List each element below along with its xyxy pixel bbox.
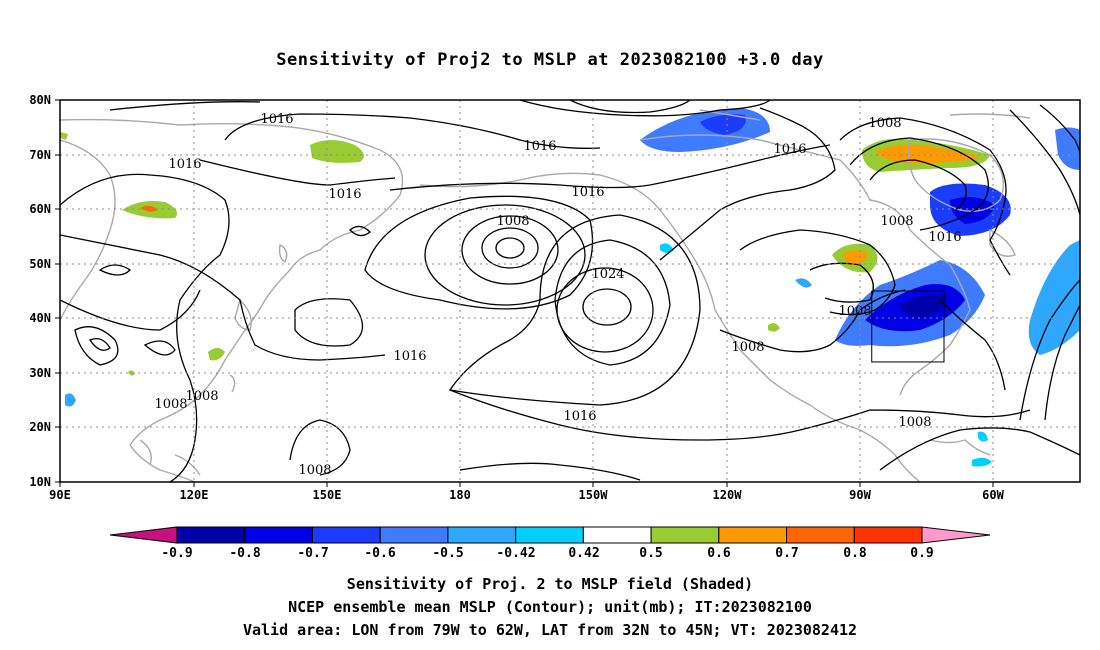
plot-frame [59,99,1081,483]
lon-tick-label: 180 [449,488,471,502]
contour-label: 1008 [298,463,331,478]
colorbar-segment [379,526,449,544]
contour-label: 1016 [393,349,426,364]
colorbar-label: -0.5 [432,546,463,561]
colorbar-segment [447,526,517,544]
colorbar-segment [515,526,584,544]
valid-area-box [871,290,945,363]
colorbar-label: -0.6 [364,546,395,561]
colorbar-segment [650,526,720,544]
lat-tick-label: 40N [29,311,51,325]
lon-tick-labels: 90E 120E 150E 180 150W 120W 90W 60W [49,488,1004,502]
lat-tick-label: 80N [29,93,51,107]
contour-label: 1016 [523,139,556,154]
colorbar-segment [176,526,246,544]
contour-label: 1016 [260,112,293,127]
lon-tick-label: 90W [849,488,871,502]
lon-tick-label: 90E [49,488,71,502]
contour-label: 1008 [880,214,913,229]
colorbar-label: -0.7 [297,546,328,561]
lon-tick-label: 150E [313,488,342,502]
shade-negative-north-atlantic [640,108,770,152]
contour-label: 1008 [154,397,187,412]
contour-label: 1008 [185,389,218,404]
footer-line-2: NCEP ensemble mean MSLP (Contour); unit(… [288,598,812,616]
contour-label: 1008 [838,304,871,319]
colorbar-label: 0.8 [843,546,867,561]
footer-line-3: Valid area: LON from 79W to 62W, LAT fro… [242,621,858,639]
chart-title: Sensitivity of Proj2 to MSLP at 20230821… [276,50,824,70]
lat-tick-label: 30N [29,366,51,380]
lat-tick-label: 60N [29,202,51,216]
lon-tick-label: 120W [713,488,743,502]
contour-label: 1016 [773,142,806,157]
shade-negative-atlantic-right [1028,240,1080,355]
colorbar-high-end [921,526,991,544]
colorbar-segment [853,526,923,544]
colorbar-label: -0.9 [161,546,192,561]
colorbar-segment [718,526,788,544]
colorbar-low-end [109,526,178,544]
colorbar-segment [582,526,652,544]
colorbar-label: 0.5 [639,546,662,561]
contour-labels: 1016 1016 1016 1016 1016 1016 1016 1008 … [154,112,961,478]
colorbar-segments [176,526,923,544]
lat-tick-label: 70N [29,148,51,162]
colorbar-label: -0.8 [229,546,260,561]
tick-marks [55,99,994,487]
colorbar-label: 0.7 [775,546,798,561]
colorbar-segment [244,526,313,544]
colorbar-label: -0.42 [496,546,535,561]
contour-label: 1008 [731,340,764,355]
footer-line-1: Sensitivity of Proj. 2 to MSLP field (Sh… [346,575,754,593]
low-center-ring [495,237,525,259]
contour-label: 1016 [168,157,201,172]
contour-label: 1008 [898,415,931,430]
contour-label: 1016 [928,230,961,245]
contour-label: 1008 [868,116,901,131]
colorbar-label: 0.6 [707,546,731,561]
lat-tick-labels: 80N 70N 60N 50N 40N 30N 20N 10N [29,93,51,489]
contour-label: 1024 [591,267,624,282]
map-plot-area: 1016 1016 1016 1016 1016 1016 1016 1008 … [60,100,1080,482]
lat-tick-label: 50N [29,257,51,271]
contour-label: 1016 [571,185,604,200]
contour-label: 1016 [328,187,361,202]
colorbar-segment [311,526,381,544]
lat-tick-label: 20N [29,420,51,434]
lon-tick-label: 60W [982,488,1004,502]
colorbar: -0.9 -0.8 -0.7 -0.6 -0.5 -0.42 0.42 0.5 … [109,526,991,561]
contour-label: 1016 [563,409,596,424]
colorbar-labels: -0.9 -0.8 -0.7 -0.6 -0.5 -0.42 0.42 0.5 … [161,546,933,561]
colorbar-label: 0.42 [568,546,599,561]
colorbar-segment [786,526,855,544]
colorbar-label: 0.9 [910,546,933,561]
graticule [60,100,1080,482]
lon-tick-label: 120E [180,488,209,502]
lon-tick-label: 150W [579,488,609,502]
lat-tick-label: 10N [29,475,51,489]
contour-label: 1008 [496,214,529,229]
high-center-ring [582,288,632,326]
